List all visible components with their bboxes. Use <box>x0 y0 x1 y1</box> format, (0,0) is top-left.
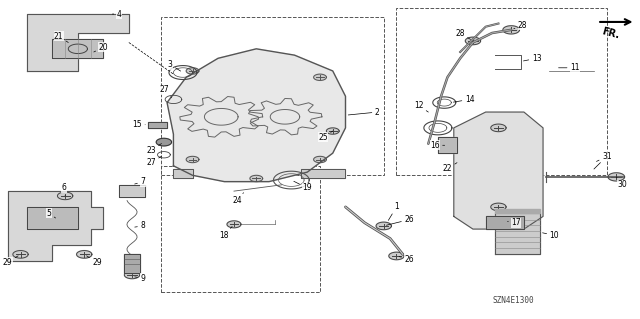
Text: 28: 28 <box>514 21 527 30</box>
Polygon shape <box>314 74 326 80</box>
Text: 1: 1 <box>388 203 399 220</box>
Text: 13: 13 <box>524 54 541 63</box>
Text: 19: 19 <box>294 181 312 192</box>
Text: 27: 27 <box>159 85 172 98</box>
Text: 26: 26 <box>387 215 414 225</box>
Text: 16: 16 <box>430 141 445 150</box>
Text: 12: 12 <box>414 101 428 112</box>
Text: 29: 29 <box>86 256 102 267</box>
Polygon shape <box>13 250 28 258</box>
Text: 3: 3 <box>168 60 180 71</box>
Text: 5: 5 <box>47 209 56 218</box>
Bar <box>161 166 320 292</box>
Text: 6: 6 <box>61 183 67 196</box>
Polygon shape <box>326 128 339 134</box>
Text: 15: 15 <box>132 120 145 129</box>
Polygon shape <box>503 26 520 34</box>
Polygon shape <box>495 213 540 254</box>
Text: 14: 14 <box>453 95 474 104</box>
Text: 17: 17 <box>508 218 521 227</box>
Polygon shape <box>465 37 481 45</box>
Polygon shape <box>156 138 172 146</box>
Text: 18: 18 <box>220 226 232 240</box>
Text: SZN4E1300: SZN4E1300 <box>492 296 534 305</box>
Polygon shape <box>454 112 543 229</box>
Polygon shape <box>227 221 241 228</box>
Polygon shape <box>119 185 145 197</box>
Text: 28: 28 <box>456 28 470 40</box>
Text: FR.: FR. <box>600 27 620 41</box>
Polygon shape <box>27 207 78 229</box>
Text: 8: 8 <box>135 221 145 230</box>
Text: 22: 22 <box>443 163 457 174</box>
Text: 2: 2 <box>348 108 380 116</box>
Polygon shape <box>495 209 540 213</box>
Polygon shape <box>438 137 457 153</box>
Text: 30: 30 <box>616 177 628 189</box>
Polygon shape <box>58 192 73 200</box>
Text: 25: 25 <box>318 131 333 142</box>
Polygon shape <box>8 191 103 261</box>
Polygon shape <box>314 156 326 163</box>
Polygon shape <box>148 122 167 128</box>
Polygon shape <box>186 156 199 163</box>
Text: 7: 7 <box>134 177 145 186</box>
Text: 27: 27 <box>147 156 161 167</box>
Polygon shape <box>491 124 506 132</box>
Polygon shape <box>250 175 262 182</box>
Text: 26: 26 <box>399 255 414 263</box>
Text: 10: 10 <box>543 231 559 240</box>
Polygon shape <box>486 216 524 229</box>
Text: 29: 29 <box>3 256 18 267</box>
Polygon shape <box>68 44 88 54</box>
Text: 20: 20 <box>94 43 108 52</box>
Bar <box>161 17 384 175</box>
Polygon shape <box>186 68 199 74</box>
Text: 23: 23 <box>147 144 161 154</box>
Polygon shape <box>77 250 92 258</box>
Text: 11: 11 <box>559 63 580 72</box>
Polygon shape <box>301 169 346 178</box>
Text: 4: 4 <box>113 10 122 19</box>
Polygon shape <box>167 49 346 182</box>
Polygon shape <box>389 252 404 260</box>
Polygon shape <box>124 271 140 279</box>
Polygon shape <box>52 39 103 58</box>
Polygon shape <box>27 14 129 71</box>
Polygon shape <box>376 222 392 230</box>
Polygon shape <box>173 169 193 178</box>
Text: 24: 24 <box>232 193 244 205</box>
Polygon shape <box>608 173 625 181</box>
Polygon shape <box>124 254 140 273</box>
Text: 31: 31 <box>596 152 612 161</box>
Polygon shape <box>491 203 506 211</box>
Text: 9: 9 <box>135 274 145 283</box>
Bar <box>396 8 607 175</box>
Text: 21: 21 <box>54 32 68 42</box>
